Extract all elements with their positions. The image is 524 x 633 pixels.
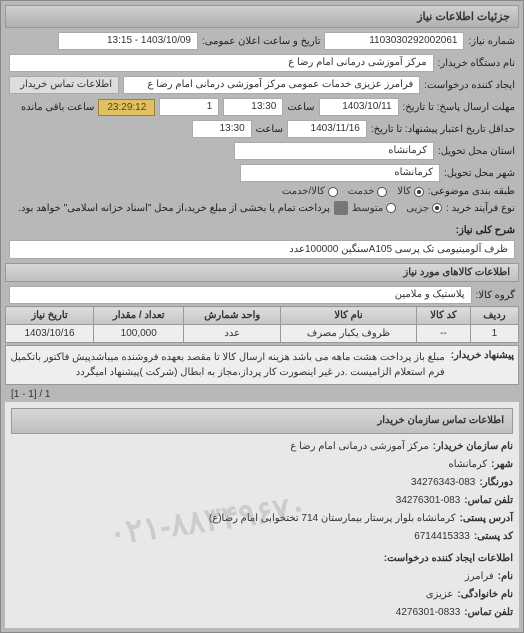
resp-time-field: 13:30 [223, 98, 283, 116]
org-label: نام دستگاه خریدار: [438, 58, 515, 69]
proc-type-label: نوع فرآیند خرید : [446, 203, 515, 214]
radio-small-label: جزیی [406, 203, 429, 214]
c-lname: عزیزی [426, 586, 454, 604]
subject-class-label: طبقه بندی موضوعی: [428, 186, 515, 197]
th-row: ردیف [470, 307, 518, 325]
time-label-1: ساعت [287, 102, 314, 113]
goods-table: ردیف کد کالا نام کالا واحد شمارش تعداد /… [5, 306, 519, 343]
radio-small[interactable]: جزیی [406, 203, 442, 214]
pay-note: پرداخت تمام یا بخشی از مبلغ خرید،از محل … [18, 203, 330, 214]
radio-goods[interactable]: کالا [397, 186, 424, 197]
goods-section-title: اطلاعات کالاهای مورد نیاز [5, 263, 519, 282]
c-org-label: نام سازمان خریدار: [433, 438, 513, 456]
contact-button[interactable]: اطلاعات تماس خریدار [9, 76, 119, 94]
subject-radio-group: کالا خدمت کالا/خدمت [282, 186, 424, 197]
c-ctel: 4276301-0833 [396, 604, 461, 622]
radio-dot-icon [386, 203, 396, 213]
table-row: 1 -- ظروف یکبار مصرف عدد 100,000 1403/10… [6, 325, 519, 343]
c-tel: 34276301-083 [396, 492, 461, 510]
creator-info-title: اطلاعات ایجاد کننده درخواست: [11, 550, 513, 568]
radio-medium[interactable]: متوسط [352, 203, 396, 214]
c-addr: کرمانشاه بلوار پرستار بیمارستان 714 تختخ… [209, 510, 456, 528]
th-date: تاریخ نیاز [6, 307, 94, 325]
org-field: مرکز آموزشی درمانی امام رضا ع [9, 54, 434, 72]
radio-dot-icon [377, 187, 387, 197]
th-qty: تعداد / مقدار [94, 307, 184, 325]
th-code: کد کالا [417, 307, 471, 325]
province-label: استان محل تحویل: [438, 146, 515, 157]
public-date-field: 1403/10/09 - 13:15 [58, 32, 198, 50]
valid-time-field: 13:30 [192, 120, 252, 138]
radio-service-label: خدمت [348, 186, 375, 197]
td-row: 1 [470, 325, 518, 343]
note-box: پیشنهاد خریدار: مبلغ باز پرداخت هشت ماهه… [5, 345, 519, 385]
province-field: کرمانشاه [234, 142, 434, 160]
remain-label: ساعت باقی مانده [21, 102, 94, 113]
creator-label: ایجاد کننده درخواست: [424, 80, 515, 91]
radio-dot-icon [414, 187, 424, 197]
request-no-label: شماره نیاز: [468, 36, 515, 47]
radio-both-label: کالا/خدمت [282, 186, 325, 197]
contact-block: ۰۲۱-۸۸۳۴۹۶۷۰ اطلاعات تماس سازمان خریدار … [5, 402, 519, 628]
td-qty: 100,000 [94, 325, 184, 343]
counter-field: 1 [159, 98, 219, 116]
city-field: کرمانشاه [240, 164, 440, 182]
countdown-timer: 23:29:12 [98, 99, 155, 116]
c-name: فرامرز [465, 568, 494, 586]
info-icon [334, 201, 348, 215]
radio-goods-label: کالا [397, 186, 411, 197]
td-unit: عدد [184, 325, 281, 343]
c-fax-label: دورنگار: [479, 474, 513, 492]
note-label: پیشنهاد خریدار: [451, 350, 514, 380]
request-no-field: 1103030292002061 [324, 32, 464, 50]
th-unit: واحد شمارش [184, 307, 281, 325]
time-label-2: ساعت [256, 124, 283, 135]
c-lname-label: نام خانوادگی: [457, 586, 513, 604]
c-name-label: نام: [498, 568, 513, 586]
panel-title: جزئیات اطلاعات نیاز [5, 5, 519, 28]
th-name: نام کالا [281, 307, 417, 325]
table-header-row: ردیف کد کالا نام کالا واحد شمارش تعداد /… [6, 307, 519, 325]
public-date-label: تاریخ و ساعت اعلان عمومی: [202, 36, 321, 47]
note-text: مبلغ باز پرداخت هشت ماهه می باشد هزینه ا… [10, 350, 445, 380]
contact-title: اطلاعات تماس سازمان خریدار [11, 408, 513, 434]
c-org: مرکز آموزشی درمانی امام رضا ع [290, 438, 428, 456]
resp-date-field: 1403/10/11 [319, 98, 399, 116]
c-zip: 6714415333 [414, 528, 470, 546]
radio-dot-icon [432, 203, 442, 213]
c-city-label: شهر: [491, 456, 513, 474]
td-name: ظروف یکبار مصرف [281, 325, 417, 343]
c-addr-label: آدرس پستی: [460, 510, 513, 528]
city-label: شهر محل تحویل: [444, 168, 515, 179]
goods-group-field: پلاستیک و ملامین [9, 286, 472, 304]
radio-both[interactable]: کالا/خدمت [282, 186, 338, 197]
goods-group-label: گروه کالا: [476, 290, 515, 301]
desc-field: ظرف آلومینیومی تک پرسی A105سنگین 100000ع… [9, 240, 515, 259]
radio-medium-label: متوسط [352, 203, 383, 214]
radio-dot-icon [328, 187, 338, 197]
resp-deadline-label: مهلت ارسال پاسخ: تا تاریخ: [403, 102, 515, 113]
c-city: کرمانشاه [448, 456, 487, 474]
td-date: 1403/10/16 [6, 325, 94, 343]
proc-radio-group: جزیی متوسط [352, 203, 442, 214]
c-fax: 34276343-083 [411, 474, 476, 492]
c-zip-label: کد پستی: [474, 528, 513, 546]
valid-label: حداقل تاریخ اعتبار پیشنهاد: تا تاریخ: [371, 124, 515, 135]
valid-date-field: 1403/11/16 [287, 120, 367, 138]
radio-service[interactable]: خدمت [348, 186, 388, 197]
c-tel-label: تلفن تماس: [464, 492, 513, 510]
td-code: -- [417, 325, 471, 343]
creator-field: فرامرز عزیزی خدمات عمومی مرکز آموزشی درم… [123, 76, 420, 94]
pager: [1 - 1] / 1 [5, 387, 519, 402]
desc-label: شرح کلی نیاز: [456, 225, 515, 236]
c-ctel-label: تلفن تماس: [464, 604, 513, 622]
